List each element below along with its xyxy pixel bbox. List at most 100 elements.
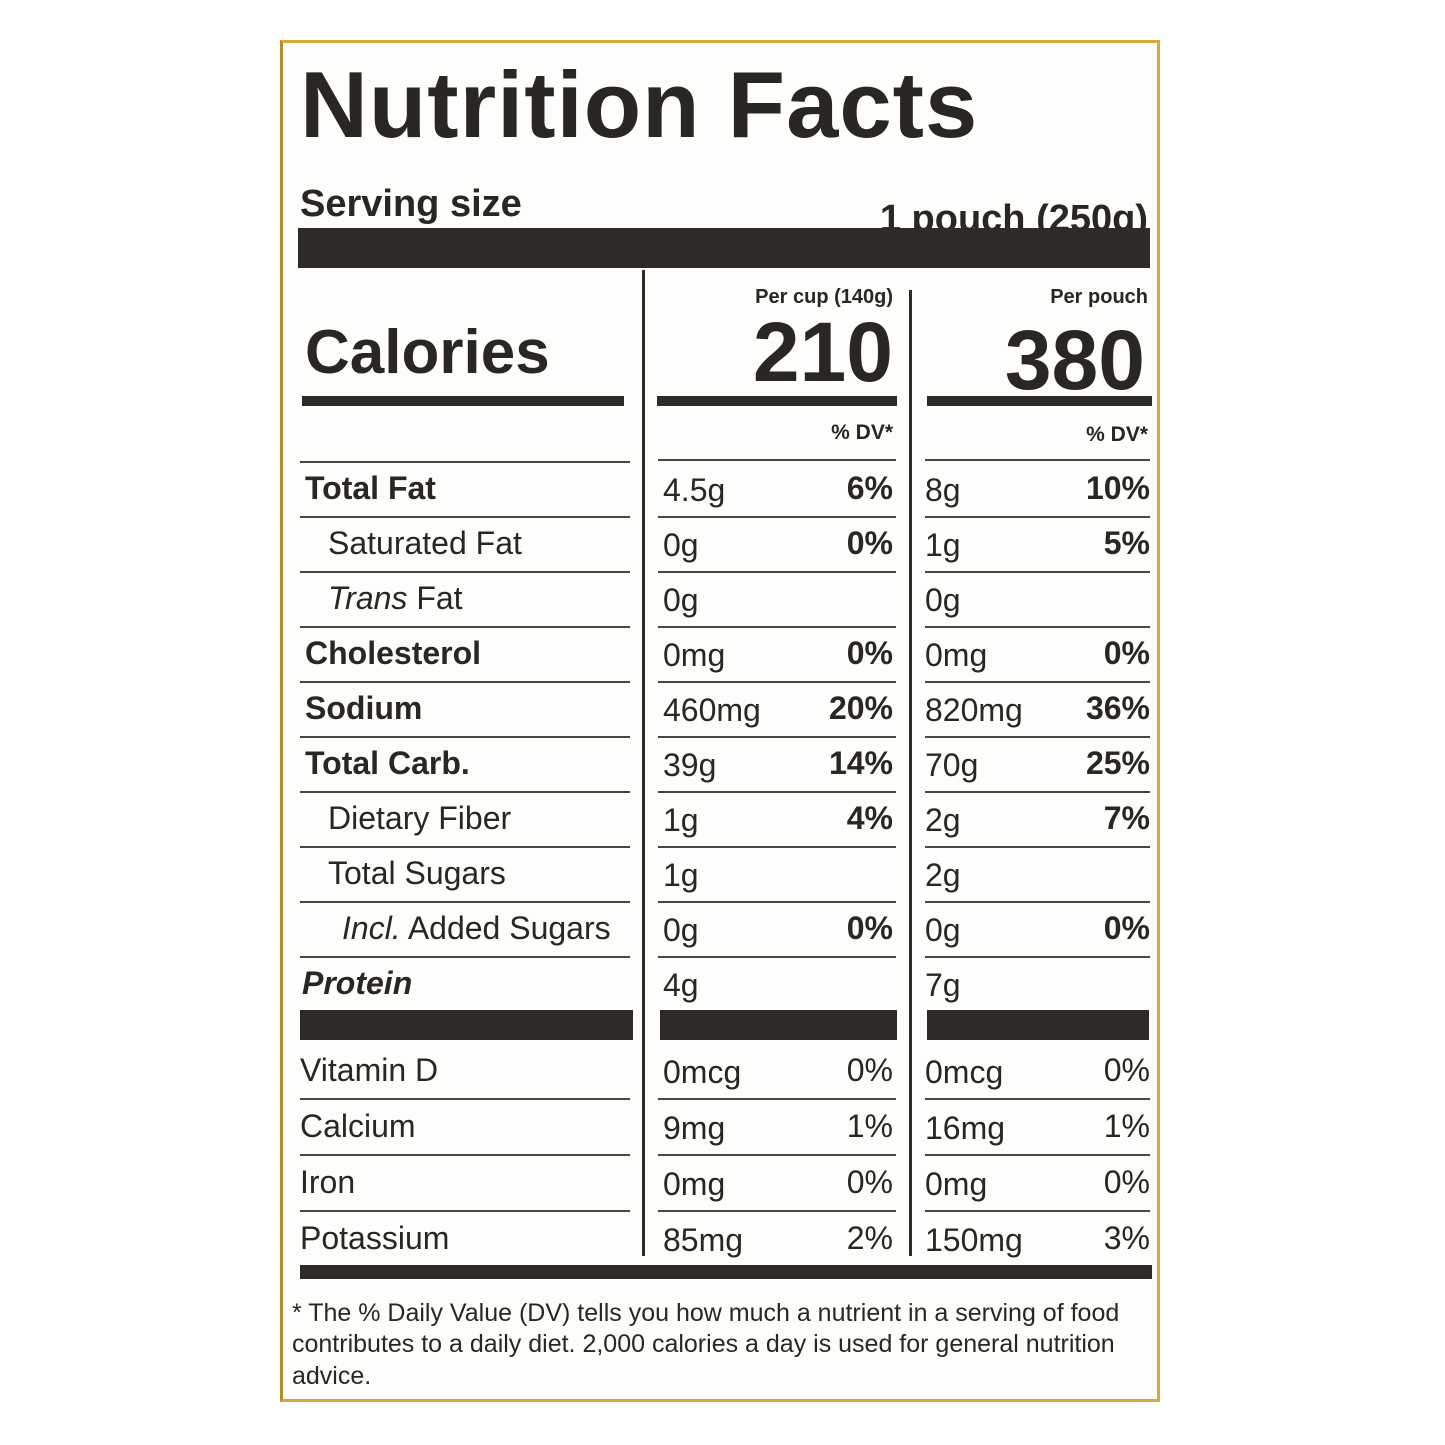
amount: 1g [663,802,699,838]
name-text: Cholesterol [305,635,482,671]
amount: 4g [663,967,699,1003]
row-rule [925,681,1150,683]
name-text: Fat [416,580,463,616]
name-text: Dietary Fiber [328,800,512,836]
amount: 2g [925,802,961,838]
name-text: Added Sugars [407,910,611,946]
row-rule [925,791,1150,793]
nutrient-name: Cholesterol [305,637,481,669]
nutrient-name: Total Carb. [305,747,470,779]
row-rule [300,1098,630,1100]
row-rule [300,571,630,573]
daily-value: 0% [846,910,893,946]
daily-value: 6% [846,470,893,506]
row-rule [300,461,630,463]
row-rule [300,791,630,793]
daily-value: 10% [1085,470,1150,506]
amount: 0mg [925,637,988,673]
amount: 70g [925,747,979,783]
thick-bar [927,1010,1149,1040]
row-rule [925,1098,1150,1100]
calories-value: 210 [752,305,893,399]
amount: 0g [663,582,699,618]
name-text: Total Sugars [328,855,506,891]
row-rule [658,1154,896,1156]
daily-value: 5% [1103,525,1150,561]
row-rule [925,956,1150,958]
amount: 1g [663,857,699,893]
daily-value: 25% [1085,745,1150,781]
nutrient-name: Vitamin D [300,1054,438,1086]
nutrient-name: Dietary Fiber [328,802,511,834]
nutrient-name: Potassium [300,1222,449,1254]
row-rule [925,736,1150,738]
amount: 820mg [925,692,1023,728]
daily-value: 0% [846,525,893,561]
daily-value: 2% [846,1220,893,1256]
amount: 0mg [925,1166,988,1202]
name-text: Vitamin D [300,1052,439,1088]
daily-value: 36% [1085,690,1150,726]
rule-thick [927,396,1152,406]
row-rule [925,846,1150,848]
nutrient-name: Trans Fat [328,582,463,614]
name-text: Sodium [305,690,423,726]
amount: 150mg [925,1222,1023,1258]
row-rule [658,571,896,573]
nutrient-name: Saturated Fat [328,527,522,559]
row-rule [300,1154,630,1156]
row-rule [658,681,896,683]
daily-value: 0% [1103,635,1150,671]
row-rule [658,1098,896,1100]
row-rule [300,681,630,683]
amount: 2g [925,857,961,893]
thick-bar [660,1010,897,1040]
name-text: Saturated Fat [328,525,522,561]
thick-bar [300,1265,1152,1279]
row-rule [300,956,630,958]
amount: 0g [663,912,699,948]
row-rule [925,459,1150,461]
daily-value: 1% [1103,1108,1150,1144]
daily-value: 20% [828,690,893,726]
calories-value: 380 [1004,313,1145,407]
daily-value: 7% [1103,800,1150,836]
row-rule [658,459,896,461]
row-rule [658,791,896,793]
thick-bar [300,1010,633,1040]
daily-value: 0% [846,1052,893,1088]
column-header: Per cup (140g) [755,286,893,308]
amount: 1g [925,527,961,563]
thick-bar [298,228,1150,268]
daily-value: 1% [846,1108,893,1144]
nutrient-name: Calcium [300,1110,416,1142]
nutrient-name: Iron [300,1166,355,1198]
amount: 16mg [925,1110,1006,1146]
row-rule [658,846,896,848]
amount: 39g [663,747,717,783]
amount: 460mg [663,692,761,728]
daily-value: 4% [846,800,893,836]
amount: 0mg [663,637,726,673]
column-divider [909,290,912,1256]
row-rule [925,1210,1150,1212]
row-rule [925,1154,1150,1156]
amount: 0mg [663,1166,726,1202]
row-rule [658,956,896,958]
column-divider [642,270,645,1256]
amount: 85mg [663,1222,744,1258]
row-rule [300,736,630,738]
dv-header: % DV* [831,421,893,444]
amount: 9mg [663,1110,726,1146]
daily-value: 0% [1103,1052,1150,1088]
row-rule [658,626,896,628]
row-rule [300,516,630,518]
nutrient-name: Total Fat [305,472,436,504]
nutrient-name: Total Sugars [328,857,506,889]
column-header: Per pouch [1050,286,1148,308]
row-rule [300,846,630,848]
daily-value: 3% [1103,1220,1150,1256]
row-rule [300,901,630,903]
name-text: Calcium [300,1108,416,1144]
name-text: Iron [300,1164,356,1200]
